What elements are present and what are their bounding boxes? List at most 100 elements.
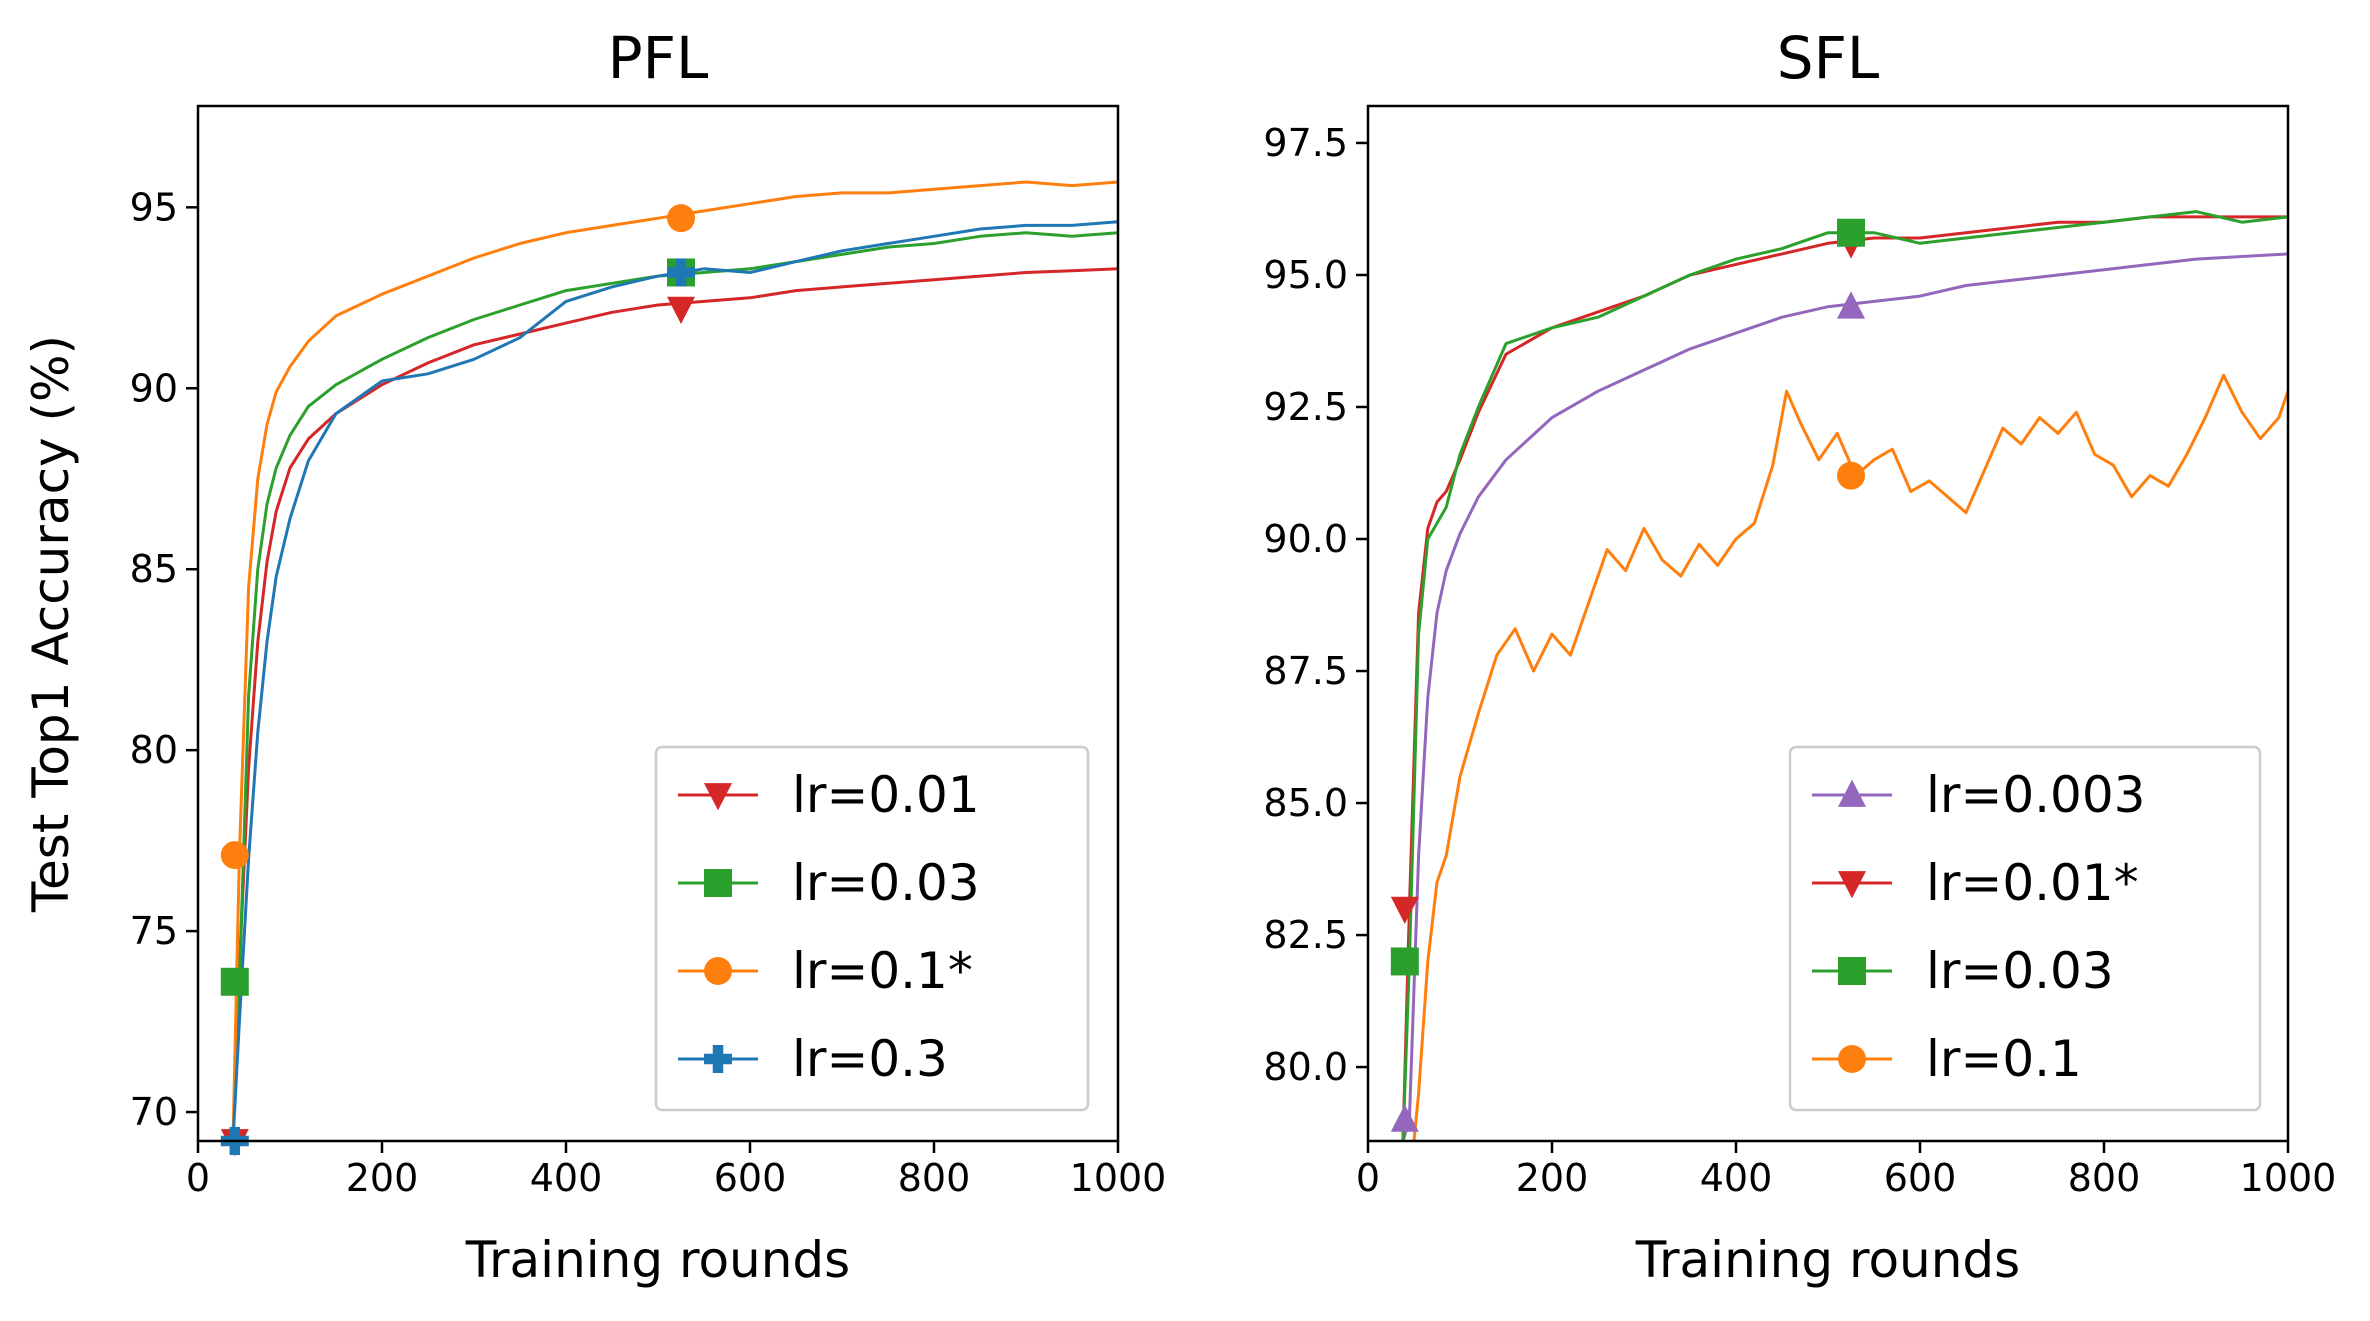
legend-entry: lr=0.003 [1812, 766, 2145, 824]
legend-frame [654, 745, 1090, 1112]
legend-frame [1788, 745, 2262, 1112]
legend-marker-shape [1838, 957, 1866, 985]
y-tick-label: 90 [130, 366, 178, 410]
legend-label: lr=0.03 [792, 854, 980, 912]
legend-marker [1838, 1045, 1866, 1073]
x-axis-label: Training rounds [1635, 1231, 2020, 1289]
series-marker-2-0 [1390, 947, 1419, 976]
series-marker-2-1 [1837, 218, 1865, 247]
y-tick-label: 80.0 [1263, 1045, 1348, 1089]
x-tick-label: 600 [714, 1156, 787, 1200]
chart-title: PFL [608, 24, 709, 92]
series-line-0 [231, 267, 1118, 1141]
series-line-3 [1412, 373, 2288, 1141]
series-marker-1-0 [220, 967, 249, 996]
legend-marker [1838, 779, 1866, 807]
x-tick-label: 800 [898, 1156, 971, 1200]
y-tick-label: 90.0 [1263, 517, 1348, 561]
series-marker-1-0 [1390, 896, 1419, 925]
x-tick-label: 0 [186, 1156, 210, 1200]
y-tick-label: 95 [130, 185, 178, 229]
legend-label: lr=0.1 [1926, 1030, 2082, 1088]
series-marker-2-0-shape [1390, 947, 1419, 976]
plot-area [1401, 210, 2288, 1141]
legend-label: lr=0.03 [1926, 942, 2114, 1000]
x-tick-label: 200 [346, 1156, 419, 1200]
series-marker-3-1-shape-v [675, 258, 687, 287]
x-tick-label: 400 [530, 1156, 603, 1200]
series-marker-0-0-shape [1390, 1104, 1419, 1132]
y-tick-label: 82.5 [1263, 913, 1348, 957]
legend-marker [704, 783, 732, 811]
legend: lr=0.003 lr=0.01* lr=0.03 lr=0.1 [1788, 745, 2262, 1112]
y-tick-label: 80 [130, 728, 178, 772]
y-tick-label: 75 [130, 909, 178, 953]
series-line-1 [231, 231, 1118, 1141]
legend-entry: lr=0.01* [1812, 854, 2139, 912]
y-tick-label: 85 [130, 547, 178, 591]
legend-marker [704, 1045, 732, 1073]
legend-marker-shape [1838, 779, 1866, 807]
x-tick-label: 1000 [1070, 1156, 1167, 1200]
legend-label: lr=0.1* [792, 942, 973, 1000]
series-line-0 [1401, 252, 2288, 1141]
chart-panel-pfl: 0 200 400 600 800 1000 70 75 80 85 90 95 PFL Training… [22, 24, 1166, 1289]
x-tick-label: 0 [1356, 1156, 1380, 1200]
legend-marker-shape [704, 869, 732, 897]
legend-marker [1838, 957, 1866, 985]
y-tick-label: 70 [130, 1090, 178, 1134]
series-line-2 [231, 180, 1118, 1141]
series-marker-0-1 [1837, 291, 1865, 319]
legend-marker [704, 869, 732, 897]
legend-label: lr=0.01 [792, 766, 980, 824]
y-tick-label: 95.0 [1263, 253, 1348, 297]
legend-entry: lr=0.1 [1812, 1030, 2082, 1088]
legend-marker-shape-v [712, 1045, 724, 1073]
series-marker-1-0-shape [1390, 896, 1419, 925]
x-tick-label: 600 [1884, 1156, 1957, 1200]
series-line-3 [231, 220, 1118, 1141]
chart-title: SFL [1777, 24, 1880, 92]
series-marker-0-0 [1390, 1104, 1419, 1132]
legend: lr=0.01 lr=0.03 lr=0.1* lr=0.3 [654, 745, 1090, 1112]
legend-entry: lr=0.3 [678, 1030, 948, 1088]
series-marker-3-0-shape [1837, 461, 1865, 490]
series-marker-2-0 [220, 841, 249, 870]
legend-label: lr=0.3 [792, 1030, 948, 1088]
x-tick-label: 1000 [2240, 1156, 2337, 1200]
x-axis-label: Training rounds [465, 1231, 850, 1289]
legend-label: lr=0.01* [1926, 854, 2139, 912]
series-marker-3-1 [667, 258, 695, 287]
legend-marker [1838, 871, 1866, 899]
axes-frame [1366, 104, 2290, 1143]
axes-frame [196, 104, 1120, 1143]
series-marker-0-1-shape [667, 296, 695, 325]
series-marker-0-1 [667, 296, 695, 325]
y-tick-label: 87.5 [1263, 649, 1348, 693]
series-marker-2-0-shape [220, 841, 249, 870]
legend-marker [704, 957, 732, 985]
series-marker-1-0-shape [220, 967, 249, 996]
legend-entry: lr=0.03 [678, 854, 980, 912]
x-tick-label: 200 [1516, 1156, 1589, 1200]
series-marker-2-1-shape [1837, 218, 1865, 247]
series-marker-3-0 [1837, 461, 1865, 490]
plot-area [231, 180, 1118, 1141]
series-marker-2-1-shape [667, 204, 695, 233]
legend-entry: lr=0.03 [1812, 942, 2114, 1000]
chart-panel-sfl: 0 200 400 600 800 1000 80.0 82.5 85.0 87.5 90.0 92.… [1263, 24, 2336, 1289]
legend-marker-shape [1838, 1045, 1866, 1073]
legend-entry: lr=0.01 [678, 766, 980, 824]
legend-marker-shape [704, 783, 732, 811]
series-marker-2-1 [667, 204, 695, 233]
legend-marker-shape [1838, 871, 1866, 899]
series-marker-0-1-shape [1837, 291, 1865, 319]
series-line-2 [1401, 210, 2288, 1141]
y-tick-label: 85.0 [1263, 781, 1348, 825]
x-tick-label: 800 [2068, 1156, 2141, 1200]
x-tick-label: 400 [1700, 1156, 1773, 1200]
legend-marker-shape [704, 957, 732, 985]
y-tick-label: 92.5 [1263, 385, 1348, 429]
